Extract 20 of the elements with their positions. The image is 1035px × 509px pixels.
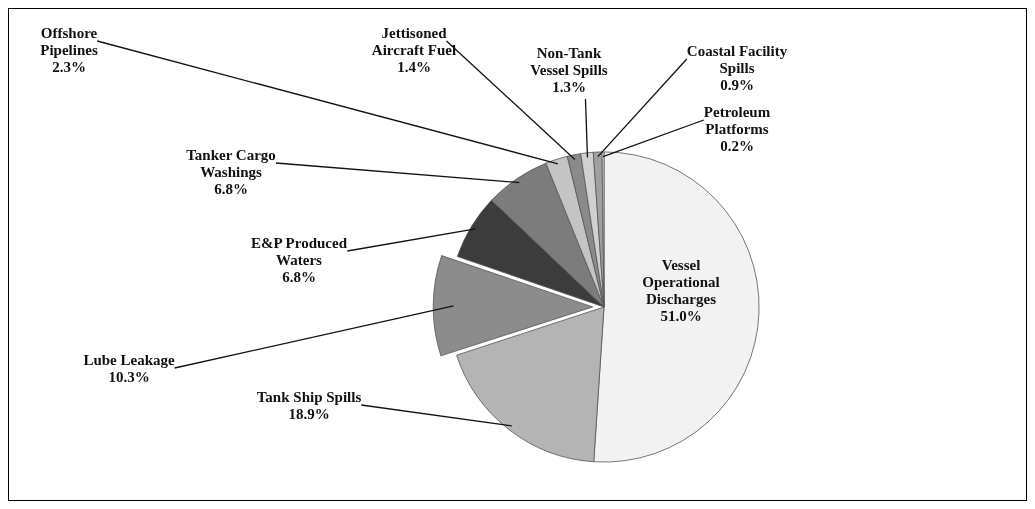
- data-label: 18.9%: [288, 406, 330, 423]
- slice-label: Offshore Pipelines: [40, 25, 98, 59]
- slice-label: Tank Ship Spills: [256, 389, 362, 406]
- data-label: 10.3%: [108, 369, 150, 386]
- slice-label: Vessel Operational Discharges: [642, 257, 720, 308]
- slice-label: E&P Produced Waters: [251, 235, 348, 269]
- data-label: 0.9%: [720, 77, 754, 94]
- data-label: 51.0%: [660, 308, 702, 325]
- data-label: 1.3%: [552, 79, 586, 96]
- slice-label: Petroleum Platforms: [703, 104, 771, 138]
- slice-label: Jettisoned Aircraft Fuel: [371, 25, 457, 59]
- data-label: 6.8%: [214, 181, 248, 198]
- data-label: 6.8%: [282, 269, 316, 286]
- slice-label: Tanker Cargo Washings: [186, 147, 276, 181]
- data-label: 0.2%: [720, 138, 754, 155]
- slice-label: Coastal Facility Spills: [686, 43, 788, 77]
- data-label: 1.4%: [397, 59, 431, 76]
- slice-label: Non-Tank Vessel Spills: [530, 45, 608, 79]
- data-label: 2.3%: [52, 59, 86, 76]
- slice-label: Lube Leakage: [83, 352, 175, 369]
